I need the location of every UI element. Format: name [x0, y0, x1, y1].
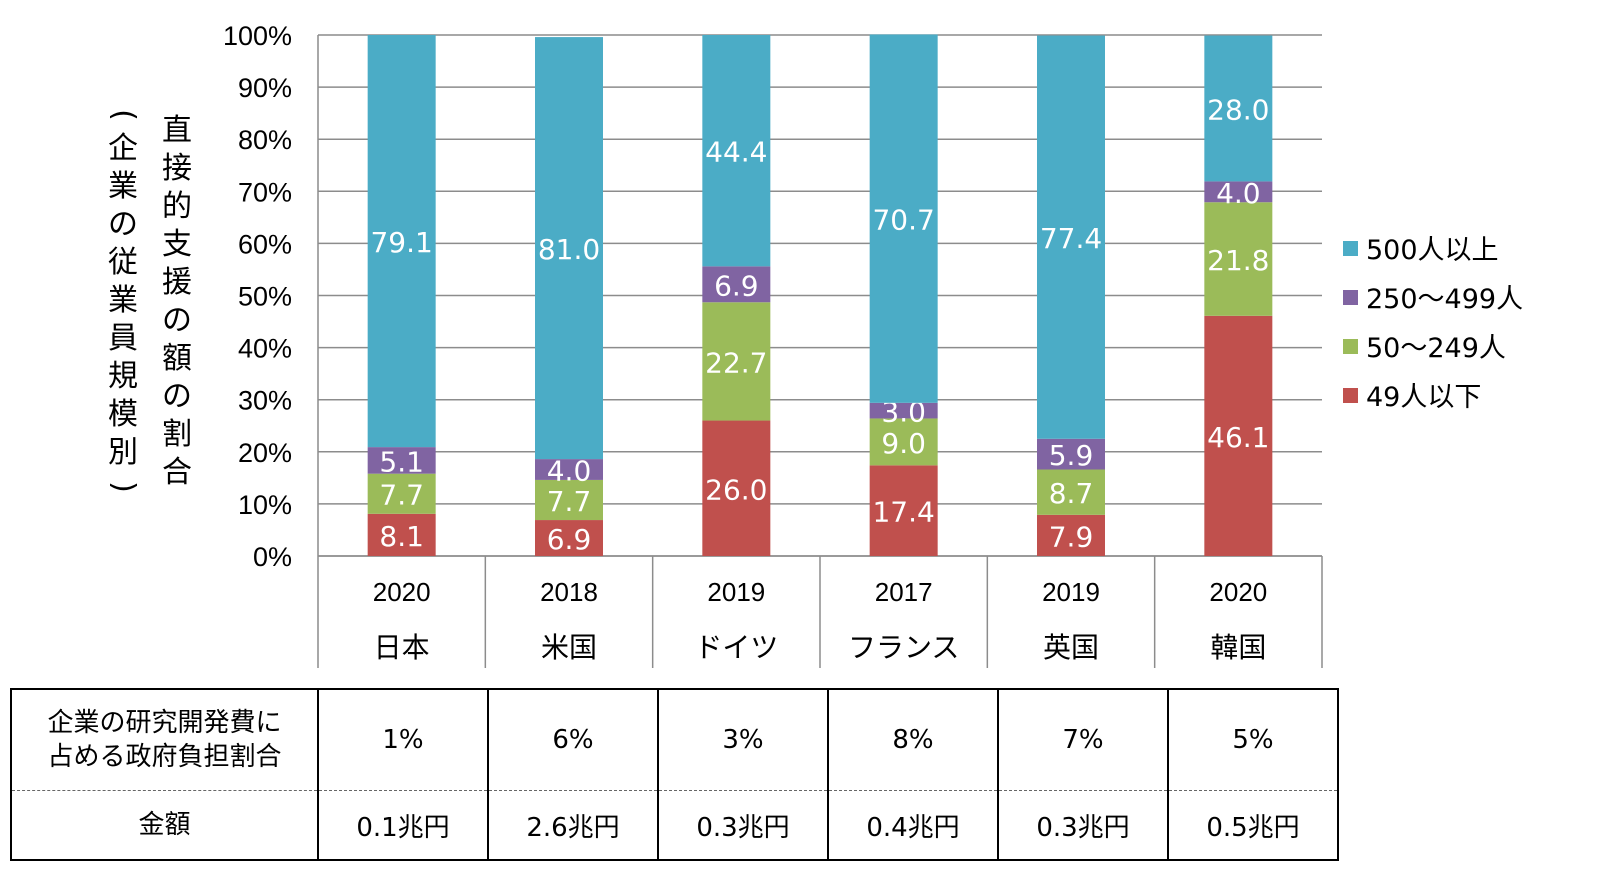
y-tick-label: 80% [238, 125, 292, 155]
category-country-label: 日本 [374, 631, 430, 664]
data-label: 44.4 [705, 136, 767, 169]
bar-segment [535, 37, 603, 460]
y-tick-label: 60% [238, 229, 292, 259]
y-tick-label: 70% [238, 177, 292, 207]
bar-segment [702, 266, 771, 303]
data-label: 28.0 [1207, 93, 1269, 126]
government-share-korea: 5% [1167, 688, 1339, 791]
data-label: 6.9 [547, 523, 592, 556]
bar-segment [869, 34, 938, 403]
amount-us: 2.6兆円 [487, 790, 659, 861]
bar-segment [1037, 438, 1105, 470]
government-share-us: 6% [487, 688, 659, 791]
legend-swatch [1343, 241, 1358, 256]
category-year-label: 2019 [707, 577, 765, 607]
legend-label: 250～499人 [1366, 284, 1523, 315]
support-table: 企業の研究開発費に 占める政府負担割合 1% 6% 3% 8% 7% 5% 金額… [10, 688, 1339, 861]
government-share-header: 企業の研究開発費に 占める政府負担割合 [10, 688, 319, 791]
data-label: 77.4 [1040, 222, 1102, 255]
bar-segment [367, 35, 436, 448]
y-tick-label: 10% [238, 490, 292, 520]
data-label: 46.1 [1207, 421, 1269, 454]
amount-japan: 0.1兆円 [317, 790, 489, 861]
government-share-uk: 7% [997, 688, 1169, 791]
bar-segment [869, 418, 938, 466]
government-share-japan: 1% [317, 688, 489, 791]
government-share-france: 8% [827, 688, 999, 791]
y-tick-label: 30% [238, 386, 292, 416]
bar-segment [1037, 469, 1105, 515]
category-country-label: フランス [848, 631, 959, 664]
category-country-label: ドイツ [694, 631, 778, 664]
amount-germany: 0.3兆円 [657, 790, 829, 861]
legend-swatch [1343, 388, 1358, 403]
amount-korea: 0.5兆円 [1167, 790, 1339, 861]
legend-label: 50～249人 [1366, 333, 1506, 364]
data-label: 4.0 [1216, 177, 1261, 210]
bar-segment [1204, 35, 1273, 182]
category-year-label: 2020 [373, 577, 431, 607]
government-share-row: 企業の研究開発費に 占める政府負担割合 1% 6% 3% 8% 7% 5% [10, 688, 1339, 791]
bar-segment [1204, 202, 1273, 316]
bar-segment [869, 465, 938, 556]
y-tick-label: 0% [253, 542, 292, 572]
y-tick-label: 100% [223, 21, 292, 51]
amount-uk: 0.3兆円 [997, 790, 1169, 861]
bar-segment [702, 35, 771, 267]
data-label: 22.7 [705, 346, 767, 379]
bar-segment [535, 479, 603, 521]
data-label: 81.0 [538, 233, 600, 266]
data-label: 26.0 [705, 473, 767, 506]
data-label: 17.4 [872, 496, 934, 529]
category-country-label: 韓国 [1210, 631, 1266, 664]
data-label: 7.7 [379, 479, 424, 512]
data-label: 21.8 [1207, 244, 1269, 277]
bar-segment [367, 513, 436, 556]
category-country-label: 英国 [1043, 631, 1099, 664]
data-label: 5.9 [1049, 439, 1094, 472]
bar-segment [869, 402, 938, 419]
amount-header: 金額 [10, 790, 319, 861]
bar-segment [1204, 315, 1273, 556]
y-tick-label: 20% [238, 438, 292, 468]
data-label: 9.0 [881, 427, 926, 460]
bar-segment [702, 302, 771, 421]
y-axis-title: 直接的支援の額の割合 [162, 113, 192, 490]
data-label: 5.1 [379, 445, 424, 478]
bar-segment [367, 447, 436, 474]
bar-segment [1037, 35, 1105, 439]
category-year-label: 2018 [540, 577, 598, 607]
data-label: 79.1 [370, 226, 432, 259]
category-year-label: 2019 [1042, 577, 1100, 607]
amount-france: 0.4兆円 [827, 790, 999, 861]
legend-label: 500人以上 [1366, 235, 1499, 266]
bar-segment [535, 520, 603, 556]
data-label: 70.7 [872, 204, 934, 237]
amount-row: 金額 0.1兆円 2.6兆円 0.3兆円 0.4兆円 0.3兆円 0.5兆円 [10, 790, 1339, 861]
legend-swatch [1343, 339, 1358, 354]
data-label: 7.7 [547, 485, 592, 518]
bar-segment [535, 459, 603, 480]
y-tick-label: 90% [238, 73, 292, 103]
bar-segment [1204, 181, 1273, 203]
category-year-label: 2020 [1209, 577, 1267, 607]
stacked-bar-chart: 0%10%20%30%40%50%60%70%80%90%100%8.17.75… [223, 21, 1523, 668]
legend-label: 49人以下 [1366, 382, 1481, 413]
legend-swatch [1343, 290, 1358, 305]
bar-segment [367, 473, 436, 514]
y-tick-label: 50% [238, 282, 292, 312]
data-label: 4.0 [547, 455, 592, 488]
data-label: 6.9 [714, 269, 759, 302]
data-label: 8.7 [1049, 477, 1094, 510]
data-label: 8.1 [379, 520, 424, 553]
government-share-germany: 3% [657, 688, 829, 791]
data-label: 7.9 [1049, 520, 1094, 553]
category-country-label: 米国 [541, 631, 597, 664]
bar-segment [1037, 514, 1105, 556]
bar-segment [702, 420, 771, 556]
y-tick-label: 40% [238, 334, 292, 364]
category-year-label: 2017 [875, 577, 933, 607]
y-axis-subtitle: (企業の従業員規模別) [106, 109, 141, 493]
